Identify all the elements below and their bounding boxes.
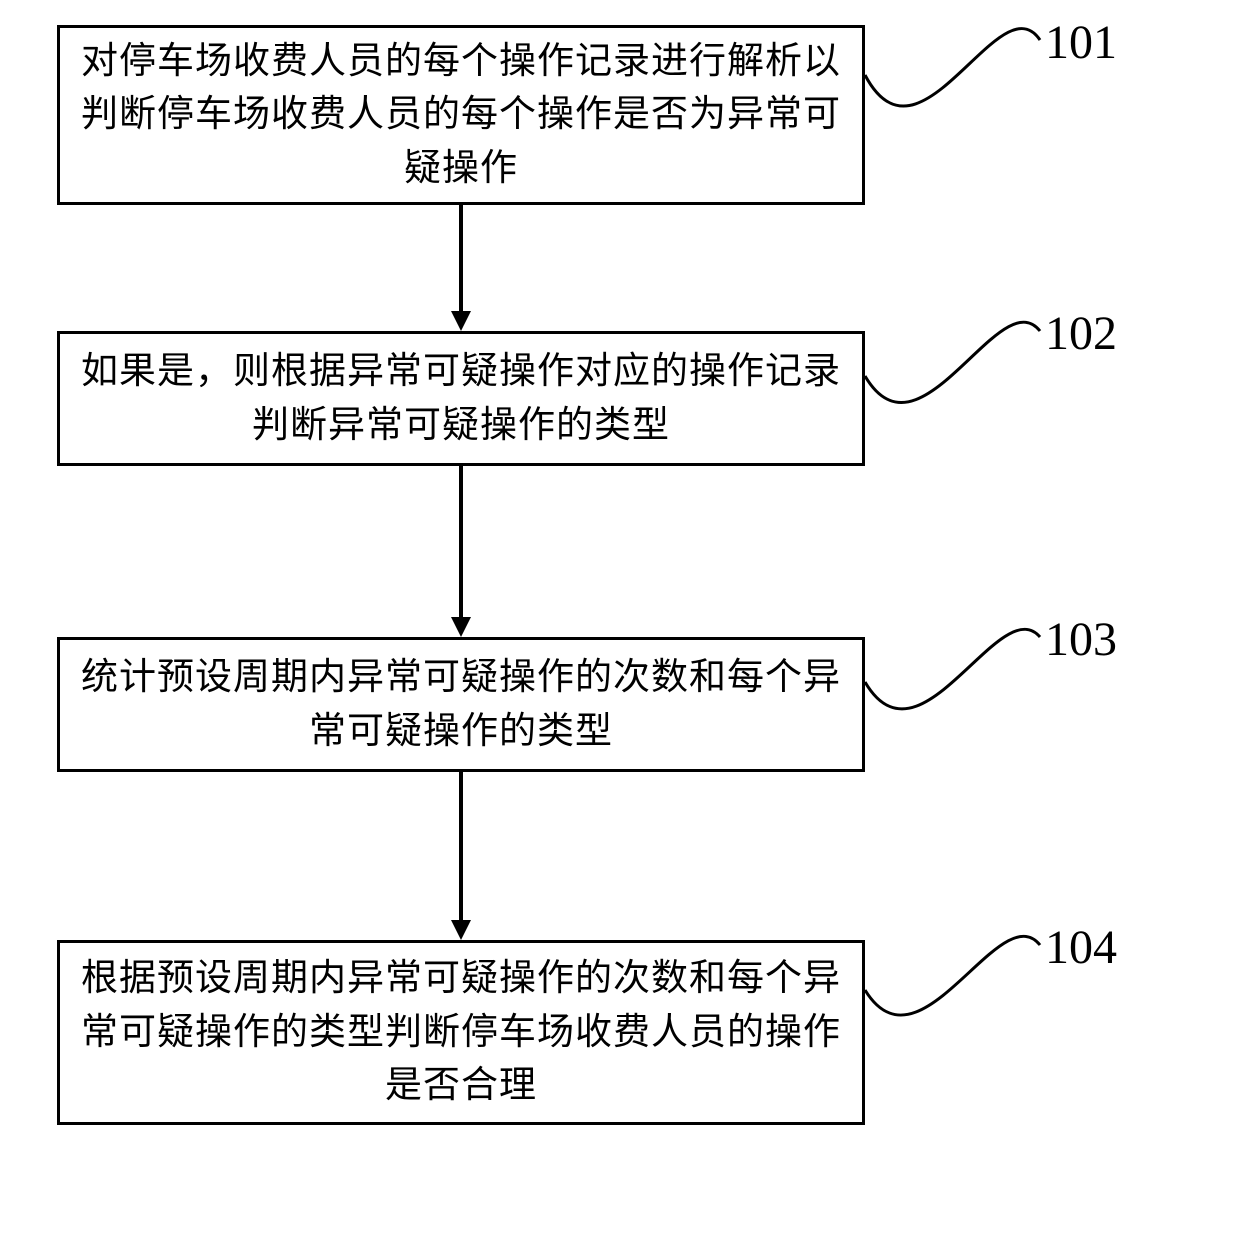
node-label-1: 101: [1045, 15, 1117, 70]
node-label-3: 103: [1045, 612, 1117, 667]
arrow-3: [459, 772, 463, 920]
flowchart-node-4: 根据预设周期内异常可疑操作的次数和每个异常可疑操作的类型判断停车场收费人员的操作…: [57, 940, 865, 1125]
node-text: 根据预设周期内异常可疑操作的次数和每个异常可疑操作的类型判断停车场收费人员的操作…: [80, 952, 842, 1113]
arrow-1: [459, 205, 463, 311]
flowchart-node-3: 统计预设周期内异常可疑操作的次数和每个异常可疑操作的类型: [57, 637, 865, 772]
flowchart-node-1: 对停车场收费人员的每个操作记录进行解析以判断停车场收费人员的每个操作是否为异常可…: [57, 25, 865, 205]
node-label-4: 104: [1045, 920, 1117, 975]
arrow-2: [459, 466, 463, 617]
arrow-head-2: [451, 617, 471, 637]
node-label-2: 102: [1045, 306, 1117, 361]
arrow-head-3: [451, 920, 471, 940]
arrow-head-1: [451, 311, 471, 331]
flowchart-node-2: 如果是，则根据异常可疑操作对应的操作记录判断异常可疑操作的类型: [57, 331, 865, 466]
node-text: 对停车场收费人员的每个操作记录进行解析以判断停车场收费人员的每个操作是否为异常可…: [80, 35, 842, 196]
flowchart-container: 对停车场收费人员的每个操作记录进行解析以判断停车场收费人员的每个操作是否为异常可…: [0, 0, 1240, 1258]
node-text: 如果是，则根据异常可疑操作对应的操作记录判断异常可疑操作的类型: [80, 345, 842, 452]
node-text: 统计预设周期内异常可疑操作的次数和每个异常可疑操作的类型: [80, 651, 842, 758]
